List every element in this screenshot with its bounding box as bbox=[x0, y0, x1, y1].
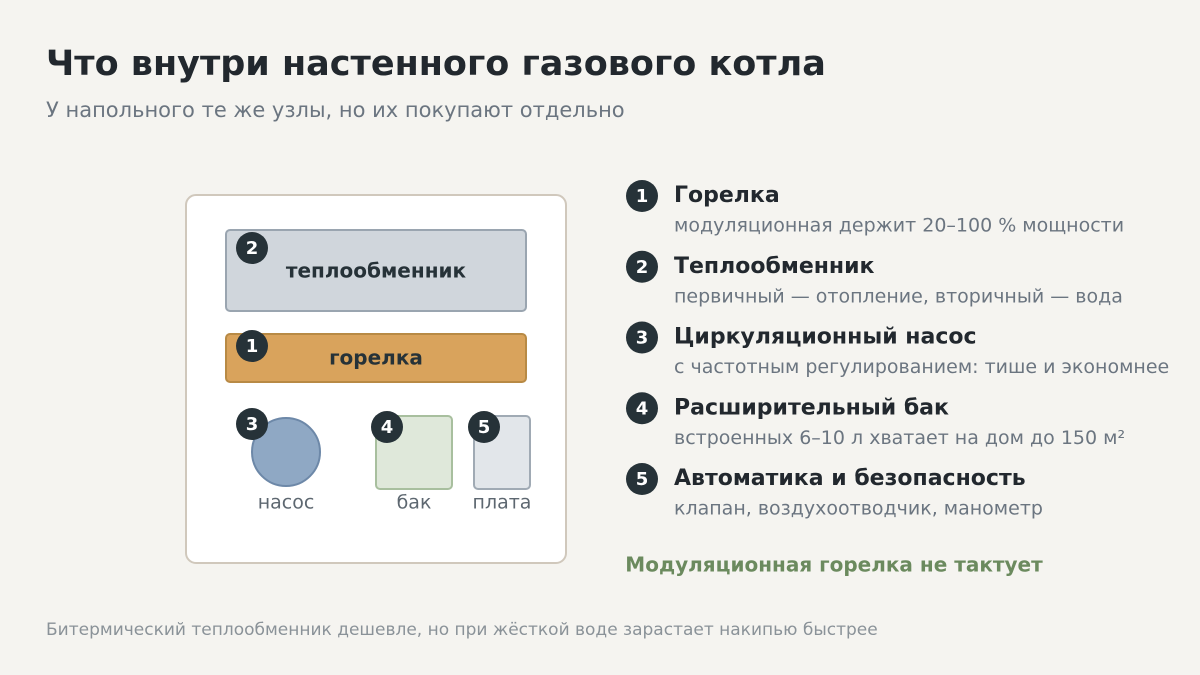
footnote: Битермический теплообменник дешевле, но … bbox=[46, 620, 878, 640]
badge bbox=[468, 411, 500, 443]
subtitle: У напольного те же узлы, но их покупают … bbox=[46, 98, 625, 122]
badge bbox=[236, 330, 268, 362]
burner bbox=[225, 333, 527, 383]
item-title: Расширительный бак bbox=[674, 395, 949, 420]
badge-number: 2 bbox=[246, 238, 259, 259]
badge bbox=[371, 411, 403, 443]
badge-number: 3 bbox=[636, 328, 649, 349]
badge bbox=[626, 250, 658, 283]
highlight: Модуляционная горелка не тактует bbox=[625, 553, 1043, 577]
board-label: плата bbox=[473, 492, 532, 514]
item-title: Теплообменник bbox=[674, 254, 875, 279]
badge bbox=[626, 180, 658, 212]
badge-number: 1 bbox=[246, 336, 259, 357]
item-description: клапан, воздухоотводчик, манометр bbox=[674, 498, 1043, 520]
parts-list: 1 Горелка модуляционная держит 20–100 % мо… bbox=[626, 180, 1169, 520]
pump-label: насос bbox=[258, 492, 315, 514]
badge bbox=[626, 392, 658, 425]
heat-exchanger bbox=[225, 229, 527, 312]
badge bbox=[236, 232, 268, 264]
item-title: Циркуляционный насос bbox=[674, 325, 977, 350]
item-description: встроенных 6–10 л хватает на дом до 150 … bbox=[674, 427, 1125, 449]
heat-exchanger-label: теплообменник bbox=[286, 259, 467, 283]
badge-number: 5 bbox=[478, 417, 491, 438]
badge bbox=[626, 321, 658, 354]
item-description: первичный — отопление, вторичный — вода bbox=[674, 285, 1123, 307]
badge-number: 5 bbox=[636, 469, 649, 490]
badge bbox=[626, 463, 658, 495]
item-description: модуляционная держит 20–100 % мощности bbox=[674, 215, 1124, 237]
item-description: с частотным регулированием: тише и эконо… bbox=[674, 356, 1169, 378]
badge-number: 1 bbox=[636, 186, 649, 207]
badge-number: 4 bbox=[381, 417, 394, 438]
item-title: Горелка bbox=[674, 183, 780, 208]
badge-number: 3 bbox=[246, 414, 259, 435]
pump bbox=[251, 417, 321, 487]
tank-label: бак bbox=[397, 492, 432, 514]
item-title: Автоматика и безопасность bbox=[674, 466, 1026, 491]
title: Что внутри настенного газового котла bbox=[46, 44, 826, 84]
badge bbox=[236, 408, 268, 440]
burner-label: горелка bbox=[329, 346, 423, 370]
badge-number: 4 bbox=[636, 398, 649, 419]
badge-number: 2 bbox=[636, 257, 649, 278]
